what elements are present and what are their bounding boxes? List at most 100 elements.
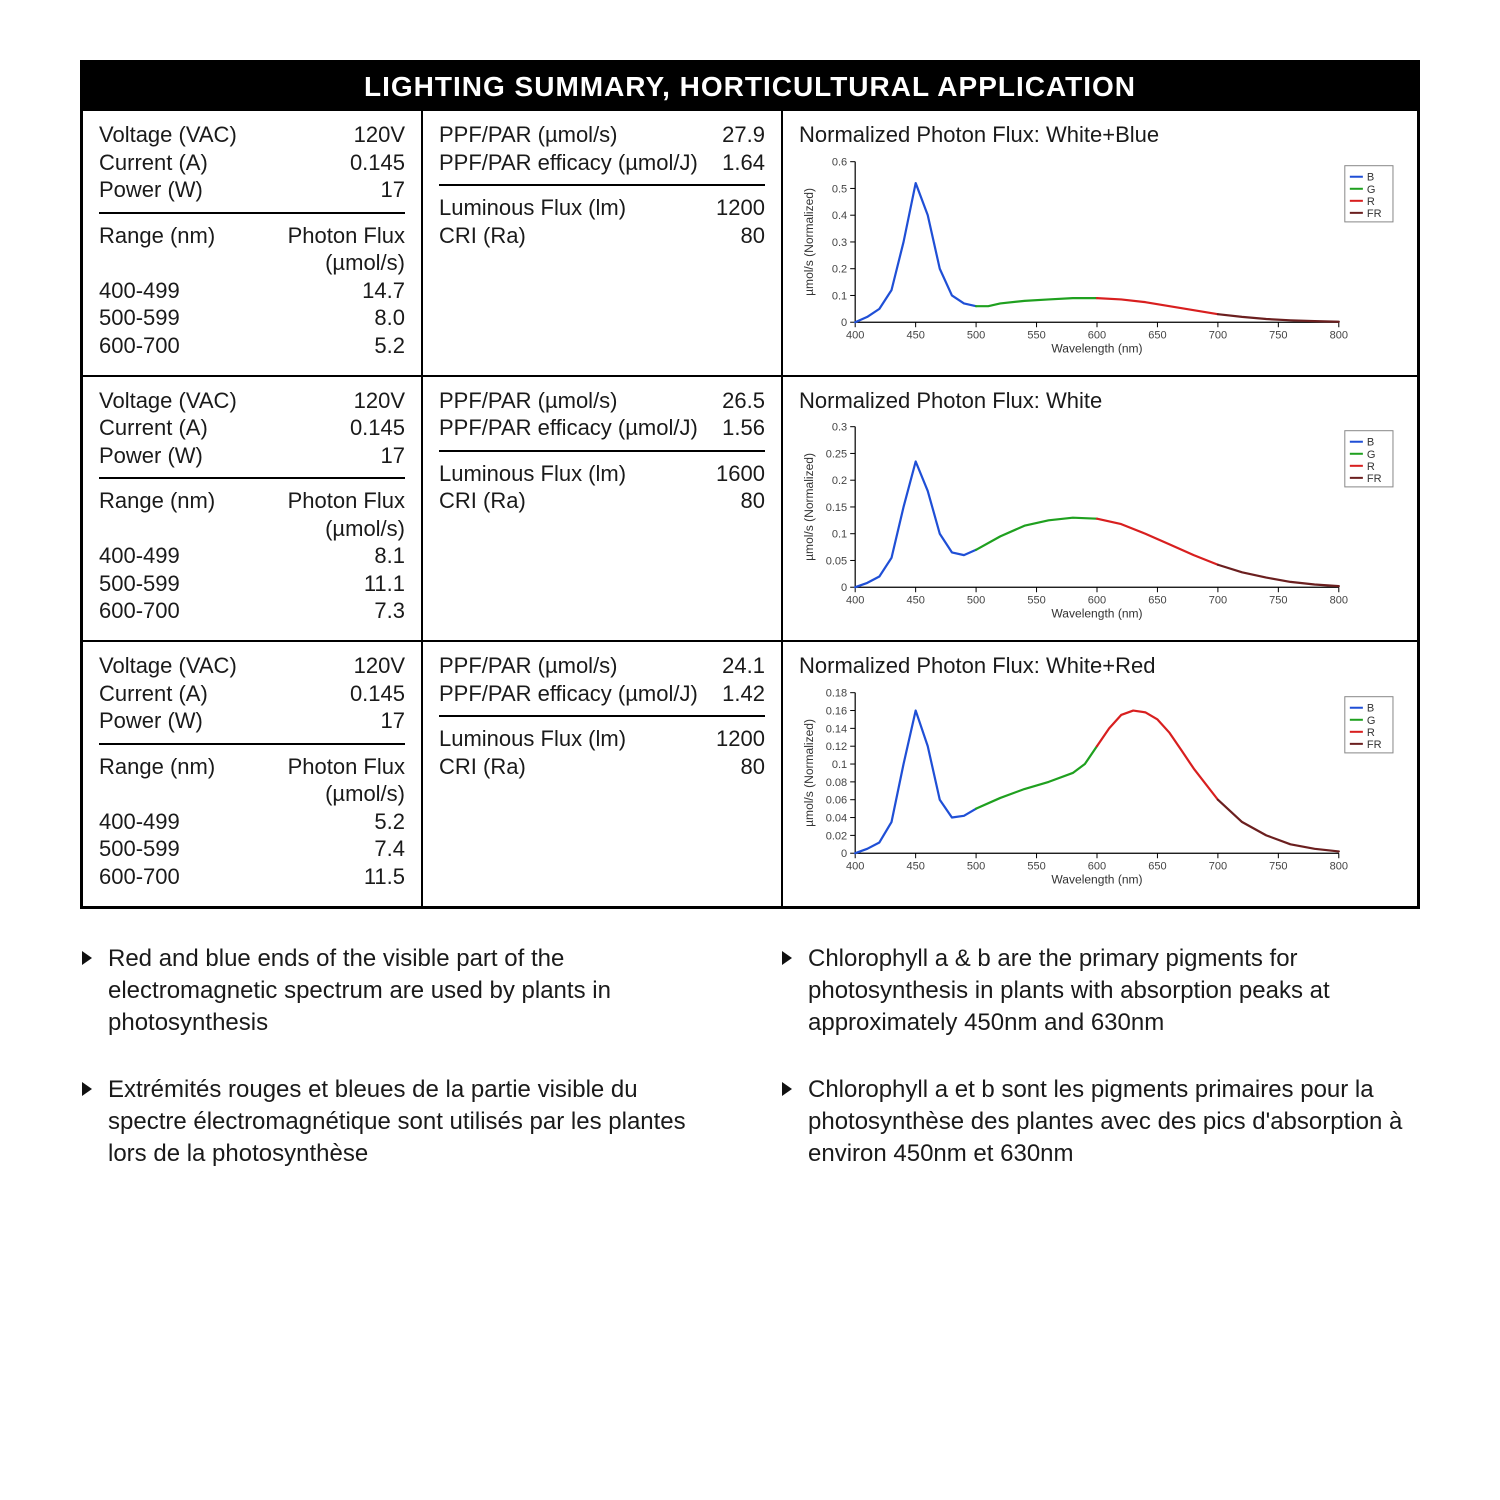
voltage: Voltage (VAC)120V	[99, 387, 405, 415]
electrical-column: Voltage (VAC)120V Current (A)0.145 Power…	[83, 642, 423, 906]
spectrum-chart: 400450500550600650700750800Wavelength (n…	[799, 151, 1401, 361]
svg-text:750: 750	[1269, 594, 1287, 606]
svg-text:0.12: 0.12	[826, 741, 847, 753]
footnote: Chlorophyll a et b sont les pigments pri…	[780, 1074, 1420, 1171]
svg-text:500: 500	[967, 594, 985, 606]
photometric-column: PPF/PAR (µmol/s)24.1 PPF/PAR efficacy (µ…	[423, 642, 783, 906]
footnote-text: Chlorophyll a et b sont les pigments pri…	[808, 1074, 1420, 1171]
footnote-text: Chlorophyll a & b are the primary pigmen…	[808, 943, 1420, 1040]
cri: CRI (Ra)80	[439, 753, 765, 781]
photometric-column: PPF/PAR (µmol/s)26.5 PPF/PAR efficacy (µ…	[423, 377, 783, 641]
chart-title: Normalized Photon Flux: White	[799, 387, 1401, 415]
flux-row: 600-7005.2	[99, 332, 405, 360]
flux-row: 400-49914.7	[99, 277, 405, 305]
svg-text:FR: FR	[1367, 207, 1382, 219]
svg-text:650: 650	[1148, 594, 1166, 606]
ppf: PPF/PAR (µmol/s)26.5	[439, 387, 765, 415]
svg-text:400: 400	[846, 594, 864, 606]
svg-text:550: 550	[1027, 594, 1045, 606]
svg-text:0.06: 0.06	[826, 794, 847, 806]
svg-text:600: 600	[1088, 860, 1106, 872]
svg-text:0: 0	[841, 317, 847, 329]
flux-header: Range (nm) Photon Flux(µmol/s)	[99, 487, 405, 542]
svg-text:B: B	[1367, 702, 1374, 714]
chart-column: Normalized Photon Flux: White+Blue 400 45…	[783, 111, 1417, 375]
ppf: PPF/PAR (µmol/s)24.1	[439, 652, 765, 680]
svg-text:0: 0	[841, 582, 847, 594]
power: Power (W)17	[99, 442, 405, 470]
summary-row: Voltage (VAC)120V Current (A)0.145 Power…	[83, 640, 1417, 906]
photometric-column: PPF/PAR (µmol/s)27.9 PPF/PAR efficacy (µ…	[423, 111, 783, 375]
bullet-icon	[80, 950, 94, 1040]
svg-text:G: G	[1367, 183, 1376, 195]
svg-text:700: 700	[1209, 860, 1227, 872]
chart-title: Normalized Photon Flux: White+Blue	[799, 121, 1401, 149]
spectrum-chart: 400450500550600650700750800Wavelength (n…	[799, 682, 1401, 892]
svg-text:µmol/s (Normalized): µmol/s (Normalized)	[802, 188, 816, 296]
flux-row: 500-5998.0	[99, 304, 405, 332]
svg-text:600: 600	[1088, 329, 1106, 341]
bullet-icon	[780, 1081, 794, 1171]
svg-text:550: 550	[1027, 329, 1045, 341]
svg-text:450: 450	[906, 860, 924, 872]
svg-text:600: 600	[1088, 594, 1106, 606]
bullet-icon	[780, 950, 794, 1040]
svg-text:450: 450	[906, 329, 924, 341]
svg-text:750: 750	[1269, 329, 1287, 341]
voltage: Voltage (VAC)120V	[99, 121, 405, 149]
flux-row: 500-59911.1	[99, 570, 405, 598]
flux-header: Range (nm) Photon Flux(µmol/s)	[99, 222, 405, 277]
efficacy: PPF/PAR efficacy (µmol/J)1.64	[439, 149, 765, 177]
svg-text:FR: FR	[1367, 473, 1382, 485]
svg-text:0.3: 0.3	[832, 236, 847, 248]
flux-row: 400-4995.2	[99, 808, 405, 836]
svg-text:µmol/s (Normalized): µmol/s (Normalized)	[802, 719, 816, 827]
svg-text:550: 550	[1027, 860, 1045, 872]
svg-text:0.18: 0.18	[826, 687, 847, 699]
svg-text:450: 450	[906, 594, 924, 606]
svg-text:0: 0	[841, 848, 847, 860]
panel-title: LIGHTING SUMMARY, HORTICULTURAL APPLICAT…	[83, 63, 1417, 111]
svg-text:G: G	[1367, 449, 1376, 461]
svg-text:0.15: 0.15	[826, 502, 847, 514]
chart-column: Normalized Photon Flux: White+Red 400450…	[783, 642, 1417, 906]
flux-row: 600-7007.3	[99, 597, 405, 625]
svg-text:0.04: 0.04	[826, 812, 847, 824]
svg-text:0.2: 0.2	[832, 263, 847, 275]
luminous-flux: Luminous Flux (lm)1200	[439, 725, 765, 753]
svg-text:500: 500	[967, 860, 985, 872]
svg-text:0.08: 0.08	[826, 776, 847, 788]
flux-row: 400-4998.1	[99, 542, 405, 570]
svg-text:R: R	[1367, 195, 1375, 207]
voltage: Voltage (VAC)120V	[99, 652, 405, 680]
flux-row: 600-70011.5	[99, 863, 405, 891]
svg-text:G: G	[1367, 714, 1376, 726]
efficacy: PPF/PAR efficacy (µmol/J)1.42	[439, 680, 765, 708]
current: Current (A)0.145	[99, 414, 405, 442]
power: Power (W)17	[99, 707, 405, 735]
svg-text:R: R	[1367, 461, 1375, 473]
current: Current (A)0.145	[99, 149, 405, 177]
svg-text:650: 650	[1148, 329, 1166, 341]
chart-column: Normalized Photon Flux: White 400 450 500 5…	[783, 377, 1417, 641]
svg-text:0.1: 0.1	[832, 529, 847, 541]
bullet-icon	[80, 1081, 94, 1171]
svg-text:0.3: 0.3	[832, 422, 847, 434]
svg-text:B: B	[1367, 437, 1374, 449]
svg-text:700: 700	[1209, 329, 1227, 341]
efficacy: PPF/PAR efficacy (µmol/J)1.56	[439, 414, 765, 442]
svg-text:750: 750	[1269, 860, 1287, 872]
svg-text:800: 800	[1330, 329, 1348, 341]
svg-text:0.1: 0.1	[832, 290, 847, 302]
svg-text:800: 800	[1330, 594, 1348, 606]
svg-text:0.14: 0.14	[826, 723, 847, 735]
footnote: Chlorophyll a & b are the primary pigmen…	[780, 943, 1420, 1040]
svg-text:0.02: 0.02	[826, 830, 847, 842]
luminous-flux: Luminous Flux (lm)1200	[439, 194, 765, 222]
flux-header: Range (nm) Photon Flux(µmol/s)	[99, 753, 405, 808]
svg-text:400: 400	[846, 329, 864, 341]
svg-text:0.4: 0.4	[832, 210, 847, 222]
svg-text:700: 700	[1209, 594, 1227, 606]
svg-text:0.1: 0.1	[832, 759, 847, 771]
svg-text:Wavelength (nm): Wavelength (nm)	[1051, 872, 1142, 886]
